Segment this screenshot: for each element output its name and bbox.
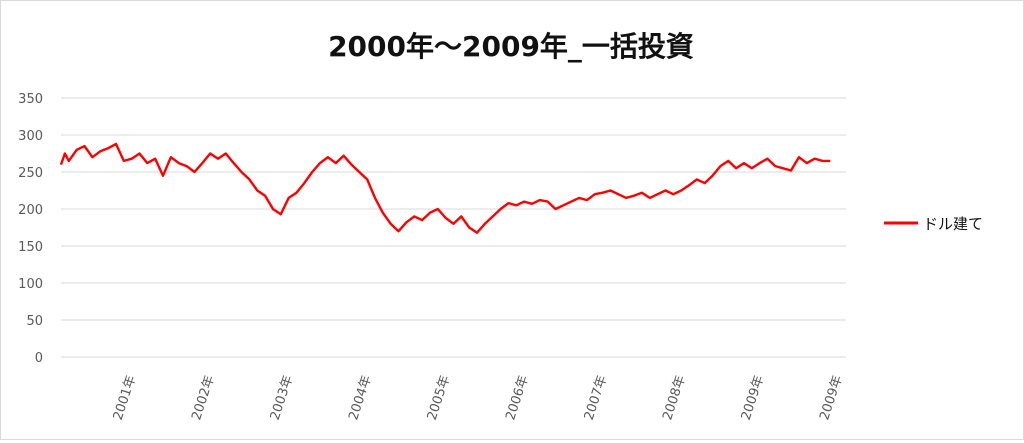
x-tick-label: 2002年	[189, 374, 218, 422]
y-tick-label: 300	[18, 129, 43, 144]
x-tick-label: 2001年	[111, 374, 140, 422]
y-tick-label: 200	[18, 203, 43, 218]
y-tick-label: 50	[26, 314, 43, 329]
grid-lines	[61, 97, 846, 358]
x-tick-label: 2005年	[425, 374, 454, 422]
y-tick-labels: 0 50 100 150 200 250 300 350	[18, 92, 43, 366]
y-tick-label: 350	[18, 92, 43, 107]
x-tick-label: 2004年	[346, 374, 375, 422]
series-lines	[59, 142, 831, 234]
y-tick-label: 100	[18, 277, 43, 292]
legend-label: ドル建て	[923, 215, 983, 233]
chart-title: 2000年～2009年_一括投資	[328, 30, 694, 63]
series-line-1	[59, 142, 831, 234]
x-tick-label: 2003年	[268, 374, 297, 422]
x-tick-label: 2009年	[739, 374, 768, 422]
y-tick-label: 250	[18, 166, 43, 181]
y-tick-label: 150	[18, 240, 43, 255]
x-tick-labels: 2001年 2002年 2003年 2004年 2005年 2006年 2007年 2008年…	[111, 374, 846, 422]
x-tick-label: 2009年	[817, 374, 846, 422]
x-tick-label: 2008年	[660, 374, 689, 422]
y-tick-label: 0	[35, 351, 43, 366]
x-tick-label: 2006年	[503, 374, 532, 422]
x-tick-label: 2007年	[582, 374, 611, 422]
legend: ドル建て	[884, 215, 983, 233]
